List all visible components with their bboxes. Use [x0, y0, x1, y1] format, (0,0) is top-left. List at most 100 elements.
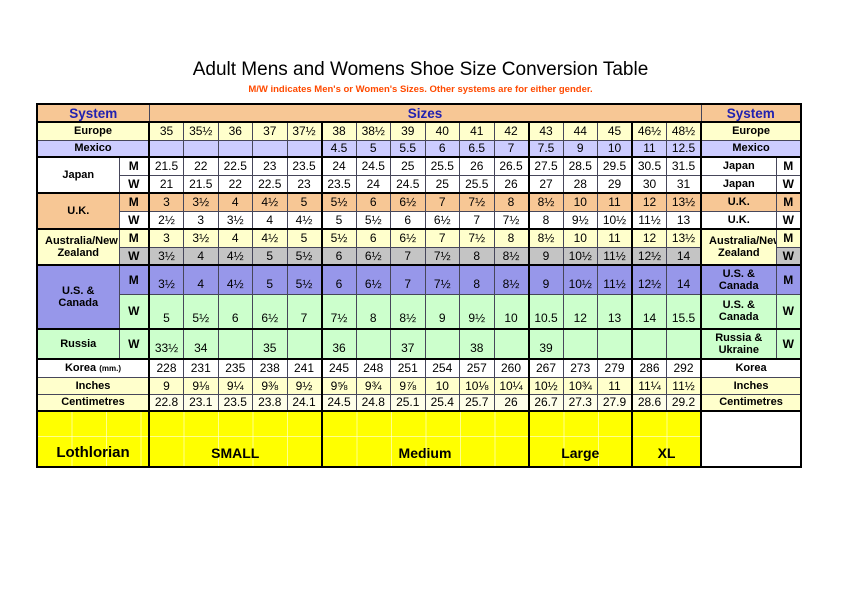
japan-m-size-cell: 24.5 [355, 156, 391, 176]
uk-m-size-cell: 8 [493, 192, 530, 212]
inches-size-cell: 9 [148, 376, 184, 395]
footer-band-row: Lothlorian SMALL Medium Large XL [36, 410, 801, 468]
centimetres-size-cell: 25.7 [459, 393, 495, 412]
uk-w-size-cell: 2½ [148, 210, 184, 230]
anz-w-size-cell: 5 [252, 246, 288, 266]
japan-m-size-cell: 23.5 [286, 156, 323, 176]
inches-size-cell: 10⅛ [459, 376, 495, 395]
europe-size-cell: 42 [493, 121, 530, 141]
system-label-mexico: Mexico [36, 139, 150, 158]
japan-w-size-cell: 27 [528, 174, 564, 194]
europe-size-cell: 45 [597, 121, 633, 141]
us-w-size-cell: 8½ [390, 293, 426, 330]
us-w-size-cell: 6½ [252, 293, 288, 330]
japan-w-size-cell: 31 [666, 174, 703, 194]
mexico-size-cell: 7.5 [528, 139, 564, 158]
japan-w-size-cell: 25 [424, 174, 460, 194]
uk-m-size-cell: 10 [562, 192, 598, 212]
centimetres-size-cell: 23.1 [183, 393, 219, 412]
header-system-right: System [700, 103, 802, 123]
centimetres-size-cell: 27.9 [597, 393, 633, 412]
uk-m-size-cell: 4 [217, 192, 253, 212]
us-m-size-cell: 9 [528, 264, 564, 295]
korea-size-cell: 231 [183, 358, 219, 378]
uk-m-size-cell: 5½ [321, 192, 357, 212]
inches-size-cell: 11¼ [631, 376, 667, 395]
mexico-size-cell: 7 [493, 139, 530, 158]
europe-size-cell: 43 [528, 121, 564, 141]
korea-size-cell: 238 [252, 358, 288, 378]
korea-size-cell: 228 [148, 358, 184, 378]
japan-w-size-cell: 28 [562, 174, 598, 194]
inches-size-cell: 10¼ [493, 376, 530, 395]
us-w-size-cell: 9½ [459, 293, 495, 330]
us-w-size-cell: 13 [597, 293, 633, 330]
inches-size-cell: 9⅛ [183, 376, 219, 395]
japan-w-size-cell: 24.5 [390, 174, 426, 194]
system-label-japan-right-w: Japan [700, 174, 777, 194]
mw-label-japan-m: M [118, 156, 150, 176]
anz-w-size-cell: 6½ [355, 246, 391, 266]
anz-m-size-cell: 8 [493, 228, 530, 248]
russia-w-size-cell [355, 328, 391, 360]
centimetres-size-cell: 22.8 [148, 393, 184, 412]
anz-m-size-cell: 6 [355, 228, 391, 248]
inches-size-cell: 11 [597, 376, 633, 395]
system-label-us-right-m: U.S. & Canada [700, 264, 777, 295]
uk-m-size-cell: 6½ [390, 192, 426, 212]
japan-m-size-cell: 29.5 [597, 156, 633, 176]
header-system-left: System [36, 103, 150, 123]
anz-w-size-cell: 4½ [217, 246, 253, 266]
uk-m-size-cell: 12 [631, 192, 667, 212]
europe-size-cell: 35½ [183, 121, 219, 141]
anz-w-size-cell: 12½ [631, 246, 667, 266]
system-label-centimetres: Centimetres [36, 393, 150, 412]
mw-label-japan-m-right: M [775, 156, 802, 176]
japan-m-size-cell: 22 [183, 156, 219, 176]
mexico-size-cell [286, 139, 323, 158]
japan-m-size-cell: 26.5 [493, 156, 530, 176]
system-label-japan-right-m: Japan [700, 156, 777, 176]
uk-w-size-cell: 11½ [631, 210, 667, 230]
russia-w-size-cell: 39 [528, 328, 564, 360]
inches-size-cell: 9⅞ [390, 376, 426, 395]
mw-label-us-w-right: W [775, 293, 802, 330]
russia-w-size-cell [597, 328, 633, 360]
korea-size-cell: 251 [390, 358, 426, 378]
mexico-size-cell [183, 139, 219, 158]
mw-label-russia-w: W [118, 328, 150, 360]
mw-label-anz-w: W [118, 246, 150, 266]
uk-m-size-cell: 3 [148, 192, 184, 212]
system-label-inches: Inches [36, 376, 150, 395]
size-group-small: SMALL [148, 410, 323, 468]
anz-w-size-cell: 8½ [493, 246, 530, 266]
us-m-size-cell: 3½ [148, 264, 184, 295]
japan-m-size-cell: 25.5 [424, 156, 460, 176]
japan-m-size-cell: 31.5 [666, 156, 703, 176]
japan-w-size-cell: 21 [148, 174, 184, 194]
uk-w-size-cell: 13 [666, 210, 703, 230]
us-m-size-cell: 7½ [424, 264, 460, 295]
anz-m-size-cell: 4½ [252, 228, 288, 248]
inches-size-cell: 10¾ [562, 376, 598, 395]
japan-m-size-cell: 27.5 [528, 156, 564, 176]
uk-m-size-cell: 13½ [666, 192, 703, 212]
us-m-size-cell: 11½ [597, 264, 633, 295]
uk-m-size-cell: 4½ [252, 192, 288, 212]
korea-size-cell: 245 [321, 358, 357, 378]
row-russia-w: Russia W 33½ 34 35 36 37 38 39 Russia & Ukrain… [36, 328, 802, 360]
korea-size-cell: 279 [597, 358, 633, 378]
us-w-size-cell: 10 [493, 293, 530, 330]
us-w-size-cell: 12 [562, 293, 598, 330]
europe-size-cell: 44 [562, 121, 598, 141]
korea-size-cell: 235 [217, 358, 253, 378]
system-label-europe: Europe [36, 121, 150, 141]
russia-w-size-cell [562, 328, 598, 360]
japan-w-size-cell: 23 [286, 174, 323, 194]
system-label-us-right-w: U.S. & Canada [700, 293, 777, 330]
uk-m-size-cell: 3½ [183, 192, 219, 212]
russia-w-size-cell [666, 328, 703, 360]
system-label-inches-right: Inches [700, 376, 802, 395]
system-label-korea-right: Korea [700, 358, 802, 378]
us-m-size-cell: 6½ [355, 264, 391, 295]
